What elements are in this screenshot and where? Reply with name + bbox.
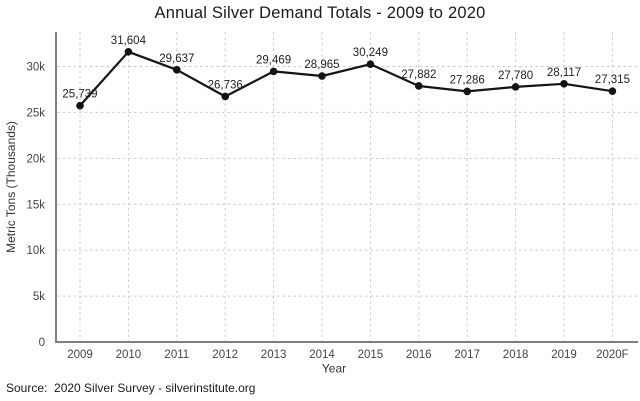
y-tick-label: 20k (26, 153, 45, 165)
y-tick-label: 10k (26, 245, 45, 257)
x-tick-label: 2015 (358, 349, 384, 361)
data-point-labels: 25,739 31,604 29,637 26,736 29,469 28,965 30,2… (62, 35, 630, 101)
data-point-label: 26,736 (208, 79, 243, 91)
x-tick-label: 2020F (596, 349, 629, 361)
gridlines (57, 32, 638, 342)
data-point (366, 60, 375, 69)
y-tick-label: 15k (26, 199, 45, 211)
x-tick-label: 2019 (551, 349, 577, 361)
x-tick-label: 2012 (212, 349, 238, 361)
x-tick-label: 2014 (309, 349, 335, 361)
data-point (124, 47, 133, 56)
y-axis-title: Metric Tons (Thousands) (4, 121, 18, 253)
data-point (318, 72, 326, 80)
data-point-label: 27,315 (595, 74, 630, 86)
data-point (173, 66, 181, 74)
x-tick-label: 2013 (261, 349, 287, 361)
x-tick-label: 2009 (67, 349, 93, 361)
data-point (463, 87, 472, 96)
data-point-label: 29,469 (256, 54, 291, 66)
data-point-label: 28,965 (304, 59, 339, 71)
x-tick-label: 2016 (406, 349, 432, 361)
data-point-label: 28,117 (547, 67, 581, 79)
y-tick-label: 25k (26, 107, 45, 119)
data-point (221, 92, 229, 101)
data-point-label: 31,604 (111, 35, 147, 47)
y-tick-label: 30k (26, 62, 45, 74)
x-tick-label: 2010 (116, 349, 142, 361)
data-point (415, 82, 423, 90)
y-tick-label: 0 (39, 337, 45, 349)
data-point-label: 27,882 (401, 69, 436, 81)
chart-title: Annual Silver Demand Totals - 2009 to 20… (154, 4, 486, 22)
data-point-label: 30,249 (353, 47, 388, 59)
series-line (78, 50, 614, 107)
data-point-label: 25,739 (62, 89, 97, 101)
tick-labels: 0 5k 10k 15k 20k 25k 30k 2009 2010 2011 2012 2013 20… (26, 62, 628, 362)
y-tick-label: 5k (33, 291, 45, 303)
data-point (560, 79, 568, 88)
line-series (76, 47, 617, 110)
x-tick-label: 2011 (164, 349, 189, 361)
data-point (76, 101, 84, 110)
source-note: Source: 2020 Silver Survey - silverinsti… (6, 381, 256, 395)
x-axis-title: Year (322, 362, 346, 376)
data-point-label: 29,637 (159, 53, 194, 65)
data-point-label: 27,780 (498, 70, 533, 82)
axes (55, 32, 638, 343)
data-point (269, 67, 278, 76)
x-tick-label: 2018 (503, 349, 529, 361)
data-point (511, 83, 520, 91)
data-point (608, 87, 617, 95)
x-tick-label: 2017 (454, 349, 480, 361)
data-point-label: 27,286 (450, 74, 485, 86)
